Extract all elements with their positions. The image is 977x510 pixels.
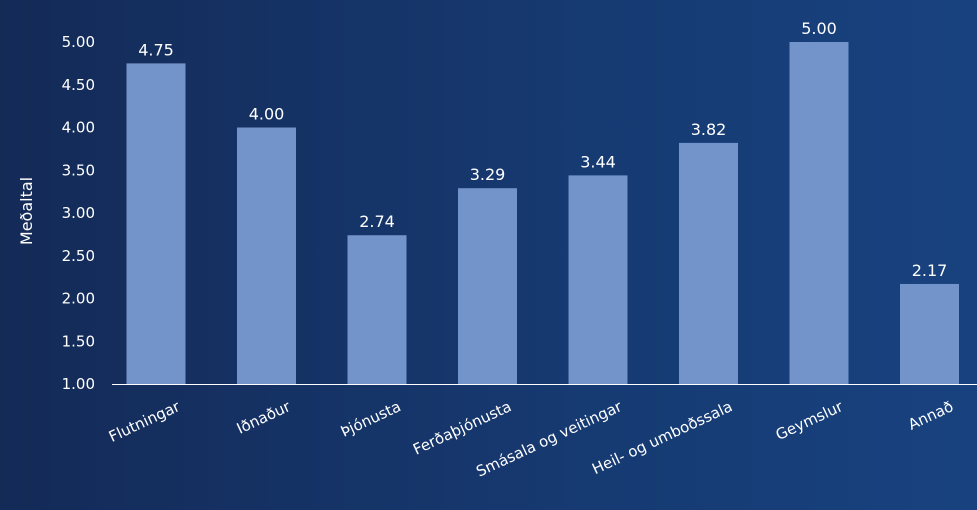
bar xyxy=(126,63,186,384)
y-tick-label: 2.00 xyxy=(62,290,95,308)
data-label: 4.75 xyxy=(138,40,174,59)
category-label: Iðnaður xyxy=(234,397,294,438)
bar xyxy=(789,42,849,384)
y-tick-label: 4.50 xyxy=(62,76,95,94)
bars xyxy=(126,42,959,384)
category-labels: Flutningar Iðnaður Þjónusta FerðaþjónustaSm… xyxy=(106,397,956,481)
y-tick-label: 2.50 xyxy=(62,247,95,265)
bar xyxy=(347,235,407,384)
data-label: 3.82 xyxy=(691,120,727,139)
bar xyxy=(679,142,738,384)
y-axis-ticks: 1.00 1.50 2.00 2.50 3.00 3.50 4.00 4.50 5.00 xyxy=(62,33,95,393)
bar xyxy=(458,188,517,384)
category-label: Annað xyxy=(905,397,956,433)
category-label: Geymslur xyxy=(773,397,847,444)
data-label: 2.74 xyxy=(359,212,395,231)
category-label: Flutningar xyxy=(106,397,183,446)
data-label: 2.17 xyxy=(912,261,948,280)
bar xyxy=(900,283,959,384)
y-tick-label: 4.00 xyxy=(62,119,95,137)
bar xyxy=(568,175,628,384)
y-tick-label: 3.00 xyxy=(62,204,95,222)
data-label: 5.00 xyxy=(801,19,837,38)
y-tick-label: 3.50 xyxy=(62,161,95,179)
data-label: 4.00 xyxy=(249,105,285,124)
data-label: 3.29 xyxy=(470,165,506,184)
bar xyxy=(237,127,296,384)
data-labels: 4.75 4.00 2.74 3.29 3.44 3.82 5.00 2.17 xyxy=(138,19,947,280)
category-label: Ferðaþjónusta xyxy=(410,397,514,458)
y-tick-label: 5.00 xyxy=(62,33,95,51)
y-tick-label: 1.00 xyxy=(62,375,95,393)
y-tick-label: 1.50 xyxy=(62,332,95,350)
y-axis-title: Meðaltal xyxy=(17,177,36,245)
data-label: 3.44 xyxy=(580,152,616,171)
category-label: Þjónusta xyxy=(338,397,404,440)
